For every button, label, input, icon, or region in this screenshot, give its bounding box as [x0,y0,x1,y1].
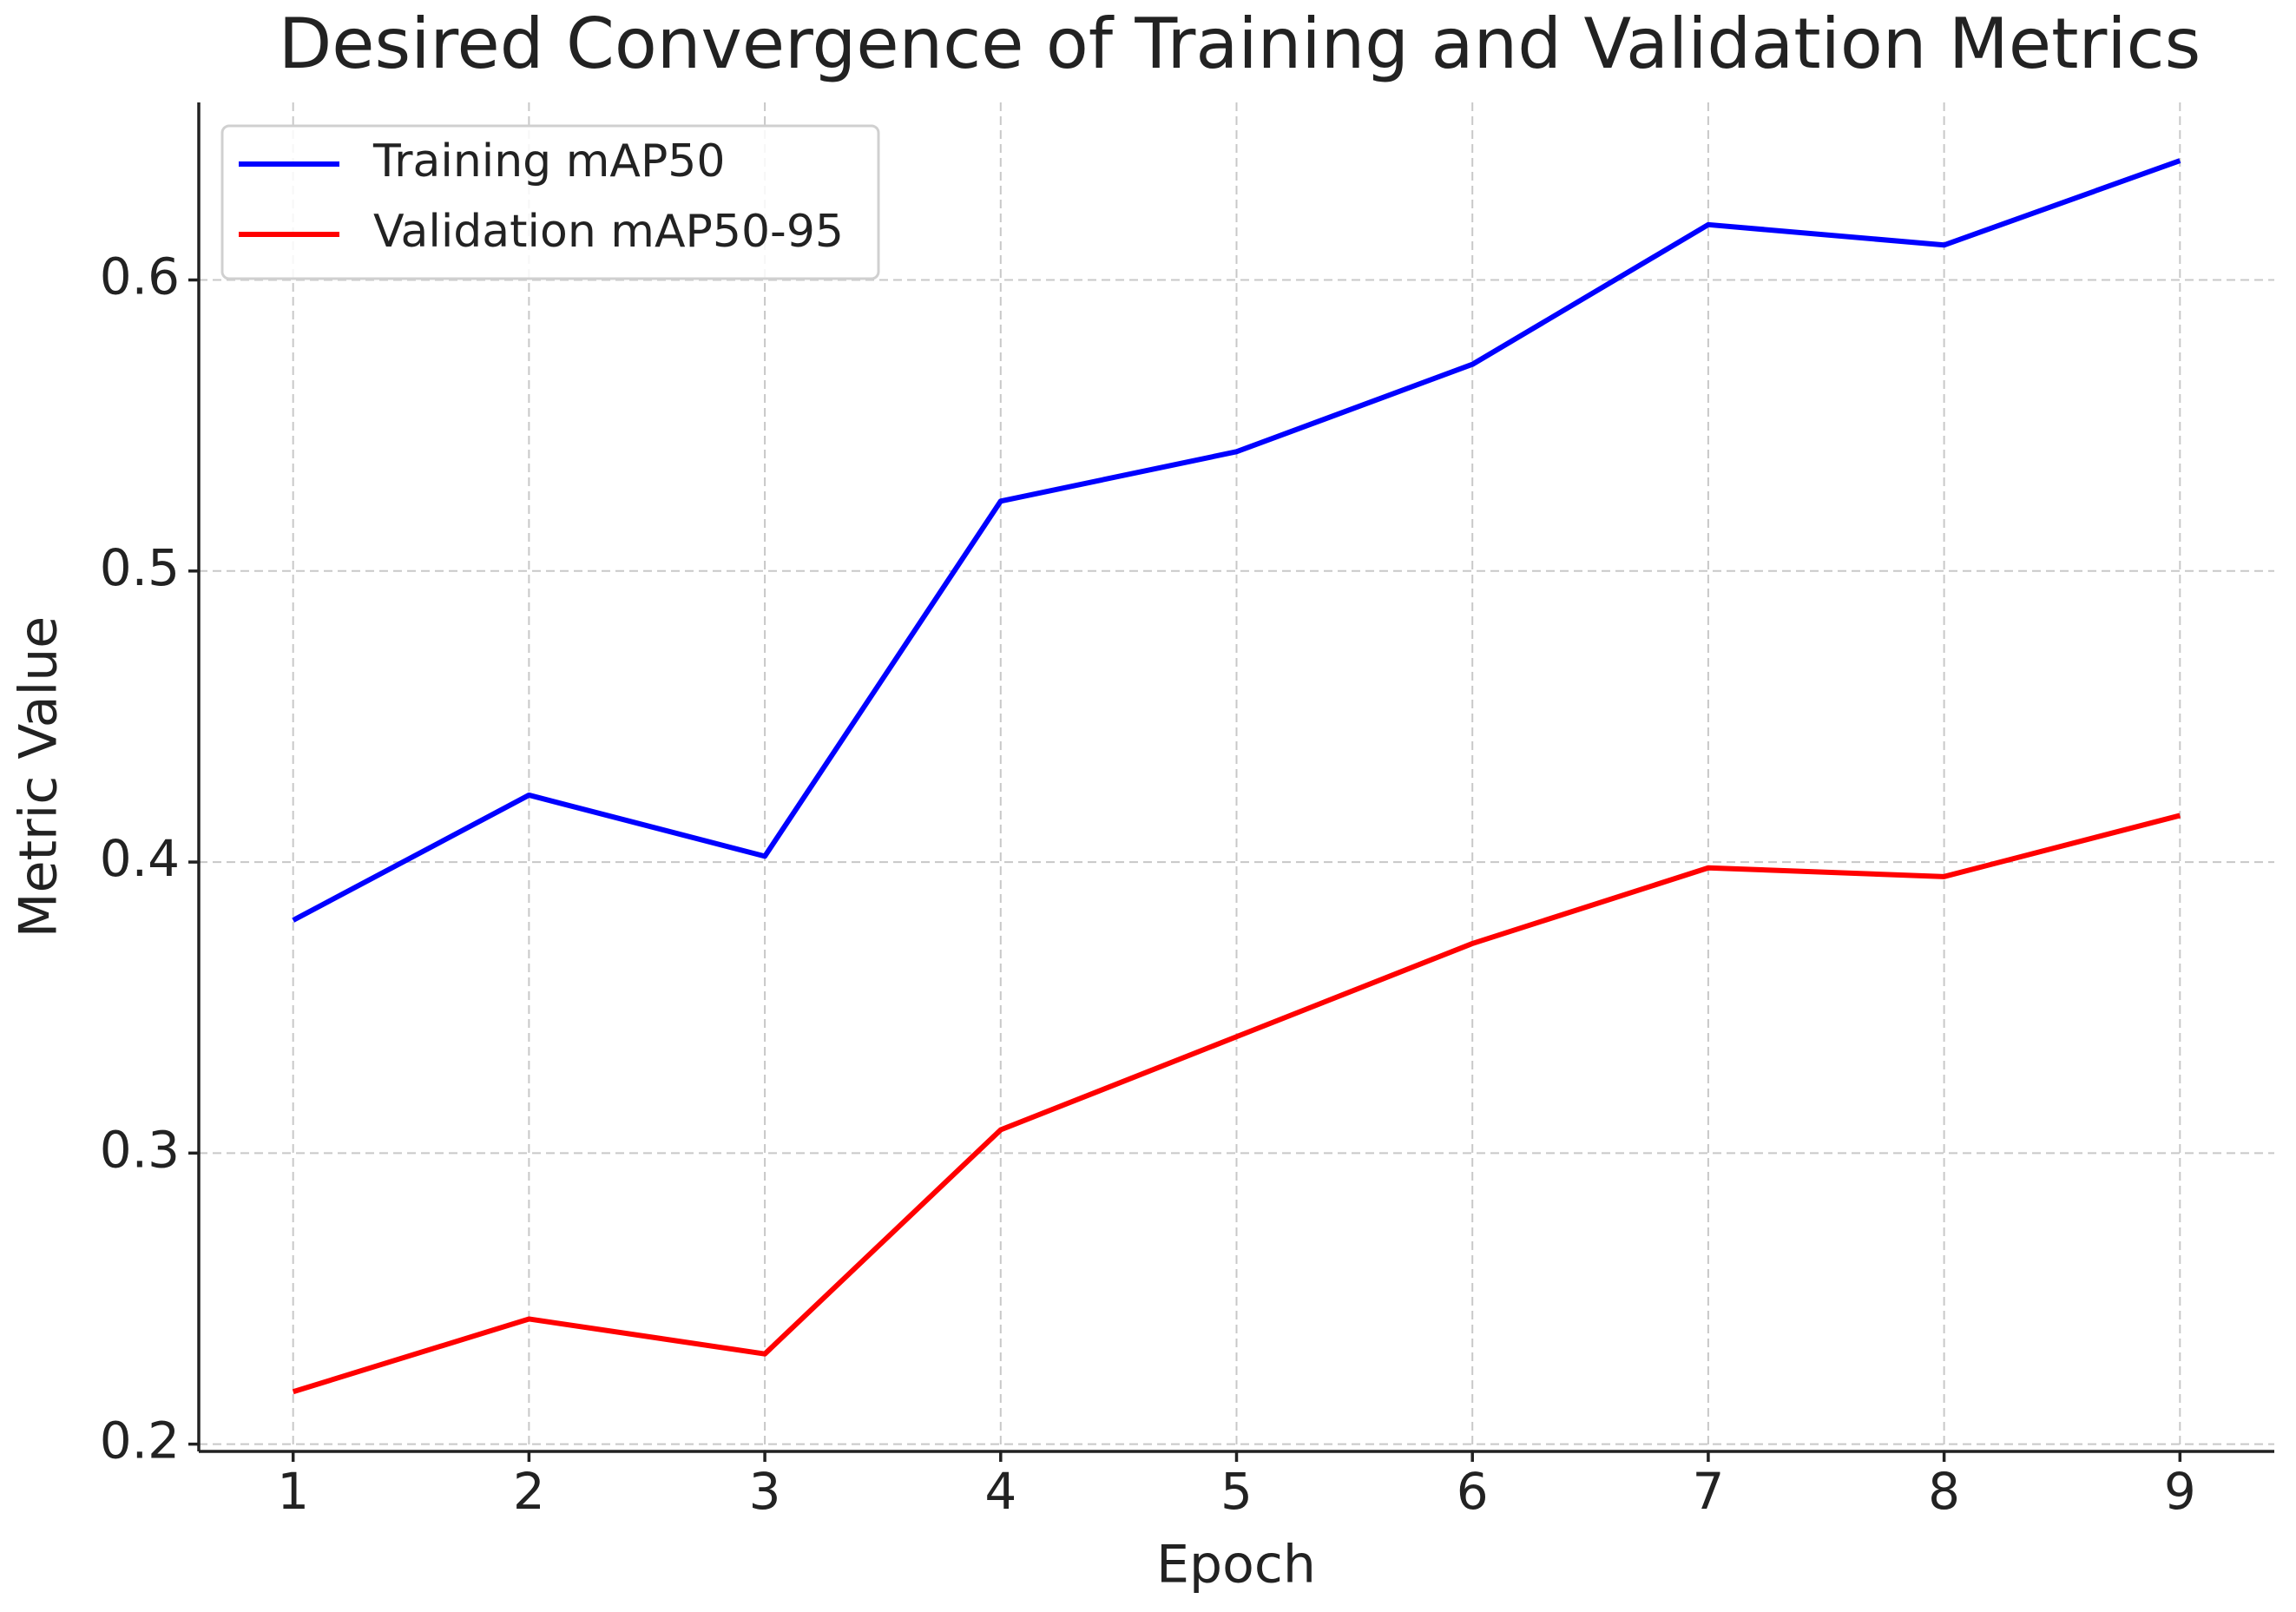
legend-label: Training mAP50 [372,135,725,188]
x-axis-label: Epoch [1156,1535,1316,1596]
x-tick-label: 3 [749,1462,781,1521]
x-tick-label: 5 [1220,1462,1253,1521]
chart-title: Desired Convergence of Training and Vali… [279,3,2201,84]
x-tick-label: 9 [2164,1462,2196,1521]
x-tick-label: 8 [1928,1462,1960,1521]
data-line [292,813,2181,1395]
data-line [292,158,2181,923]
legend-box [220,124,880,280]
x-tick-label: 1 [277,1462,309,1521]
y-tick-label: 0.4 [100,829,180,888]
x-tick-label: 6 [1457,1462,1489,1521]
y-tick-label: 0.2 [100,1411,180,1471]
x-tick-label: 4 [984,1462,1016,1521]
legend-label: Validation mAP50-95 [373,206,844,258]
y-axis-label: Metric Value [9,616,69,938]
y-tick-label: 0.3 [100,1120,180,1179]
y-tick-label: 0.6 [100,247,180,306]
y-tick-label: 0.5 [100,538,180,597]
x-tick-label: 2 [513,1462,545,1521]
x-tick-label: 7 [1692,1462,1724,1521]
